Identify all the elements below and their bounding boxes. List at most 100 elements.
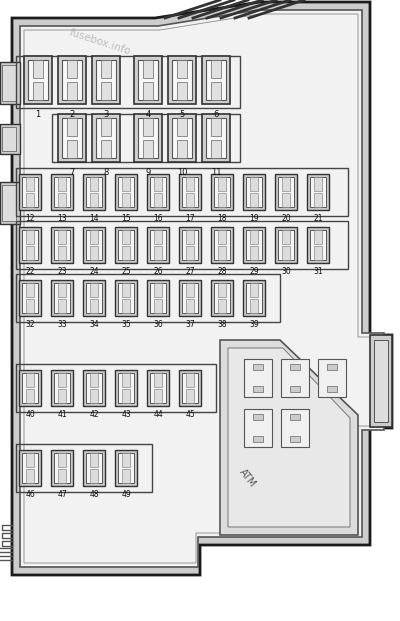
Bar bbox=[26, 389, 34, 403]
Text: 40: 40 bbox=[25, 410, 35, 419]
Bar bbox=[122, 193, 130, 207]
Bar bbox=[122, 453, 130, 467]
Bar bbox=[310, 177, 326, 207]
Bar bbox=[246, 283, 262, 313]
Bar bbox=[310, 230, 326, 260]
Bar bbox=[218, 246, 226, 260]
Text: 29: 29 bbox=[249, 267, 259, 276]
Bar bbox=[211, 60, 221, 78]
Bar bbox=[214, 177, 230, 207]
Bar bbox=[122, 283, 130, 297]
Bar bbox=[2, 185, 16, 221]
Bar bbox=[182, 373, 198, 403]
Bar bbox=[90, 230, 98, 244]
Text: 22: 22 bbox=[25, 267, 35, 276]
Bar bbox=[26, 453, 34, 467]
Bar bbox=[134, 114, 162, 162]
Bar bbox=[253, 364, 263, 370]
Bar bbox=[186, 193, 194, 207]
Bar bbox=[253, 386, 263, 392]
Bar bbox=[147, 174, 169, 210]
Bar bbox=[58, 469, 66, 483]
Bar bbox=[0, 62, 20, 104]
Bar bbox=[147, 370, 169, 406]
Bar bbox=[246, 177, 262, 207]
Text: 24: 24 bbox=[89, 267, 99, 276]
Bar bbox=[250, 193, 258, 207]
Bar bbox=[58, 56, 86, 104]
Bar bbox=[54, 453, 70, 483]
Bar bbox=[154, 283, 162, 297]
Bar bbox=[90, 246, 98, 260]
Bar bbox=[154, 230, 162, 244]
Bar bbox=[86, 177, 102, 207]
Bar bbox=[179, 370, 201, 406]
Bar bbox=[101, 60, 111, 78]
Bar bbox=[58, 177, 66, 191]
Text: 8: 8 bbox=[103, 168, 109, 177]
Bar bbox=[278, 177, 294, 207]
Text: 15: 15 bbox=[121, 214, 131, 223]
Bar bbox=[206, 118, 226, 158]
Bar bbox=[250, 283, 258, 297]
Bar bbox=[211, 82, 221, 100]
Bar bbox=[115, 450, 137, 486]
Bar bbox=[211, 227, 233, 263]
Bar bbox=[54, 373, 70, 403]
Bar bbox=[26, 299, 34, 313]
Bar bbox=[118, 373, 134, 403]
Text: 12: 12 bbox=[25, 214, 35, 223]
Bar bbox=[83, 370, 105, 406]
Bar bbox=[58, 283, 66, 297]
Text: 20: 20 bbox=[281, 214, 291, 223]
Polygon shape bbox=[20, 10, 384, 567]
Bar bbox=[147, 280, 169, 316]
Text: 14: 14 bbox=[89, 214, 99, 223]
Text: 31: 31 bbox=[313, 267, 323, 276]
Bar bbox=[246, 230, 262, 260]
Bar bbox=[16, 364, 216, 412]
Bar bbox=[370, 335, 392, 427]
Bar bbox=[92, 56, 120, 104]
Bar bbox=[101, 118, 111, 136]
Bar bbox=[150, 283, 166, 313]
Bar bbox=[51, 450, 73, 486]
Text: 10: 10 bbox=[177, 168, 187, 177]
Polygon shape bbox=[12, 2, 392, 575]
Text: 42: 42 bbox=[89, 410, 99, 419]
Bar bbox=[52, 114, 240, 162]
Bar bbox=[58, 299, 66, 313]
Bar bbox=[253, 414, 263, 420]
Bar bbox=[58, 114, 86, 162]
Text: 27: 27 bbox=[185, 267, 195, 276]
Bar bbox=[138, 60, 158, 100]
Bar bbox=[51, 280, 73, 316]
Bar bbox=[172, 60, 192, 100]
Bar bbox=[16, 444, 152, 492]
Text: 11: 11 bbox=[211, 168, 221, 177]
Bar bbox=[86, 453, 102, 483]
Text: ATM: ATM bbox=[238, 467, 258, 489]
Bar bbox=[275, 227, 297, 263]
Bar bbox=[143, 60, 153, 78]
Bar bbox=[58, 373, 66, 387]
Text: 16: 16 bbox=[153, 214, 163, 223]
Bar bbox=[150, 177, 166, 207]
Bar bbox=[275, 174, 297, 210]
Bar bbox=[0, 124, 20, 154]
Bar bbox=[218, 283, 226, 297]
Bar bbox=[19, 450, 41, 486]
Text: 38: 38 bbox=[217, 320, 227, 329]
Bar bbox=[54, 230, 70, 260]
Bar bbox=[211, 140, 221, 158]
Bar bbox=[250, 230, 258, 244]
Bar bbox=[16, 56, 240, 108]
Bar bbox=[67, 82, 77, 100]
Text: 21: 21 bbox=[313, 214, 323, 223]
Bar bbox=[202, 114, 230, 162]
Text: 5: 5 bbox=[179, 110, 185, 119]
Polygon shape bbox=[220, 340, 358, 535]
Bar bbox=[186, 373, 194, 387]
Bar bbox=[250, 299, 258, 313]
Bar bbox=[168, 114, 196, 162]
